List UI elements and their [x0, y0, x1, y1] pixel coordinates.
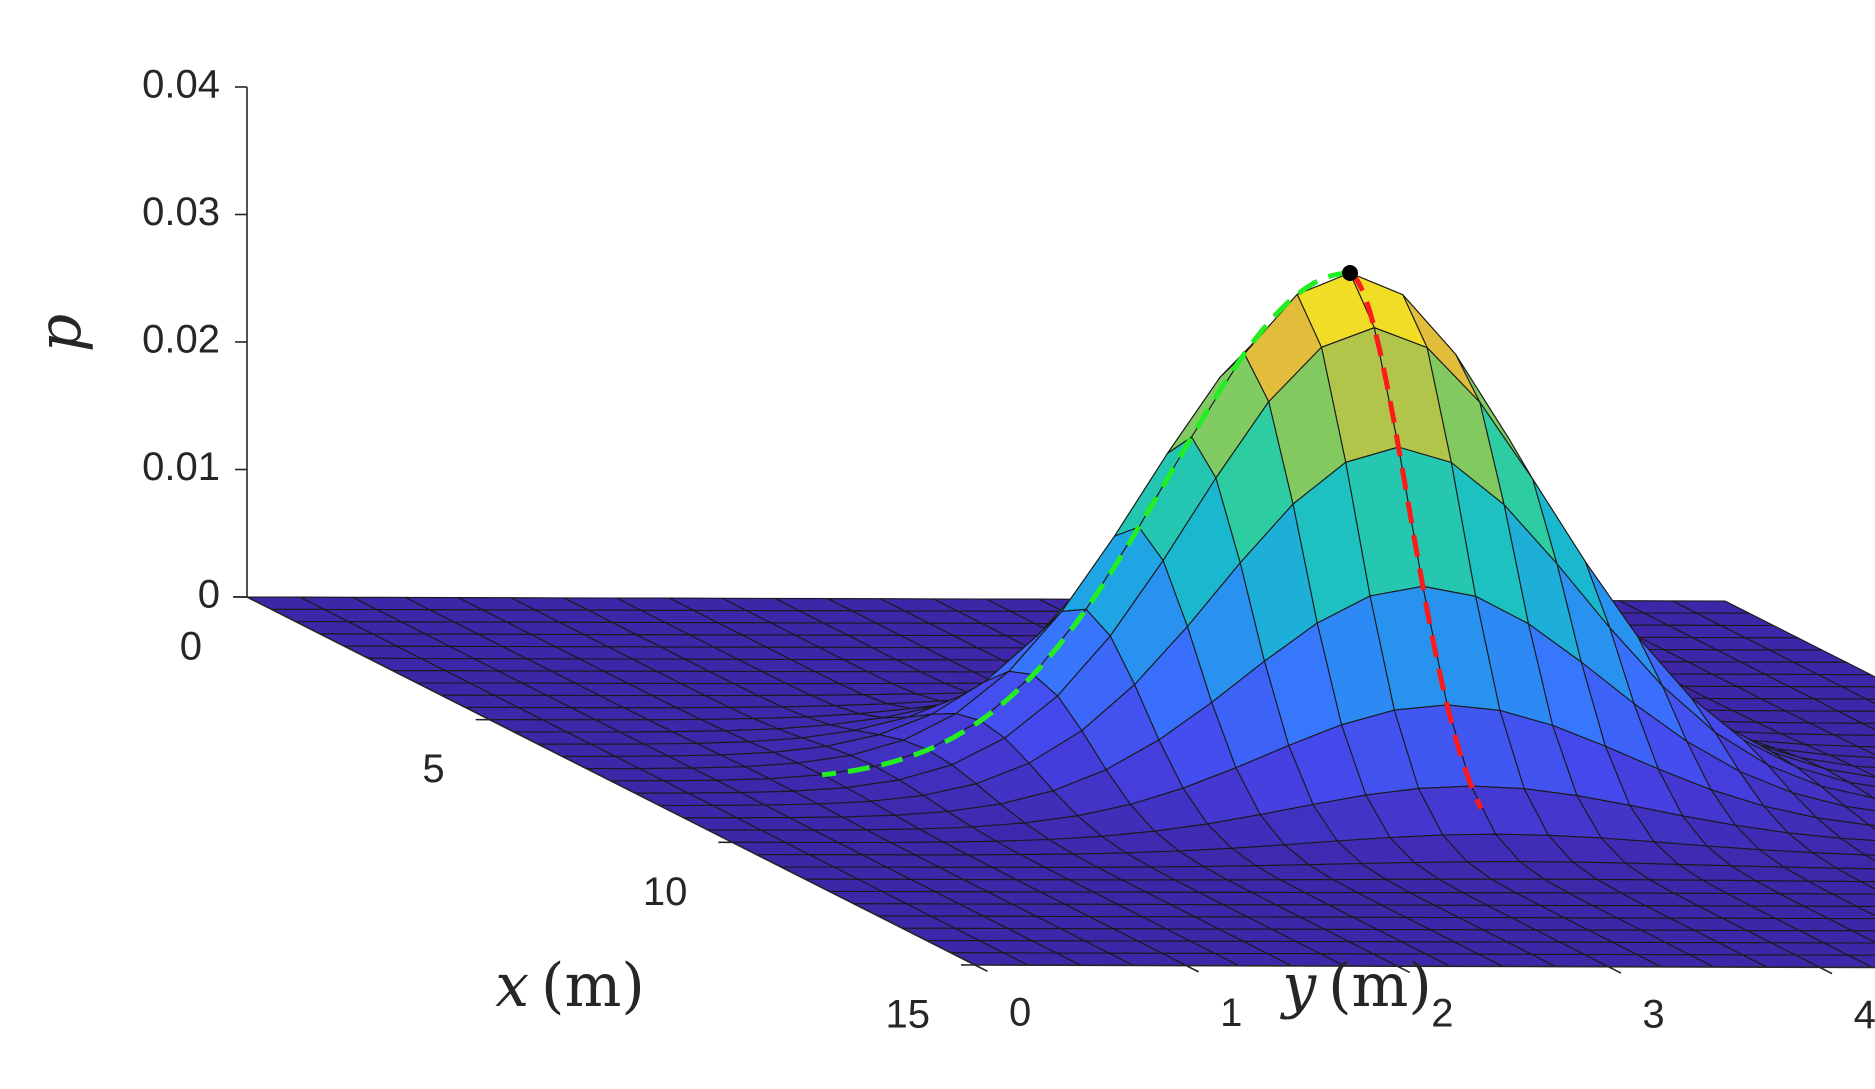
x-tick-label: 5	[422, 747, 444, 791]
y-tick-mark	[1396, 965, 1411, 974]
z-tick-label: 0.03	[142, 190, 220, 234]
y-tick-mark	[1608, 966, 1622, 974]
z-axis-title: p	[25, 314, 95, 352]
y-tick-mark	[1185, 964, 1199, 973]
y-tick-label: 1	[1220, 991, 1242, 1035]
y-tick-mark	[1819, 966, 1833, 975]
x-axis-title: x (m)	[495, 951, 645, 1021]
y-axis-line	[974, 964, 1875, 969]
surface-mesh	[246, 272, 1875, 968]
x-tick-label: 15	[886, 993, 931, 1037]
axes	[232, 86, 1875, 975]
y-tick-label: 0	[1009, 991, 1031, 1035]
x-axis-line	[246, 596, 976, 966]
y-tick-label: 2	[1431, 992, 1453, 1036]
z-tick-label: 0.04	[142, 63, 220, 107]
x-tick-label: 10	[643, 870, 688, 914]
y-axis-title: y (m)	[1279, 951, 1432, 1021]
x-tick-label: 0	[180, 625, 202, 669]
peak-marker	[1342, 265, 1358, 281]
y-tick-label: 4	[1854, 993, 1875, 1037]
ridge-lines	[821, 265, 1484, 810]
axis-labels: 00.010.020.030.0405101501234567x (m)y (m…	[25, 63, 1875, 1037]
z-tick-label: 0.02	[142, 318, 220, 362]
z-tick-label: 0.01	[142, 445, 220, 489]
y-tick-mark	[974, 964, 988, 973]
green-dashed-line	[821, 270, 1351, 778]
z-tick-label: 0	[198, 573, 220, 617]
red-dashed-line	[1348, 270, 1484, 810]
y-tick-label: 3	[1642, 992, 1664, 1036]
